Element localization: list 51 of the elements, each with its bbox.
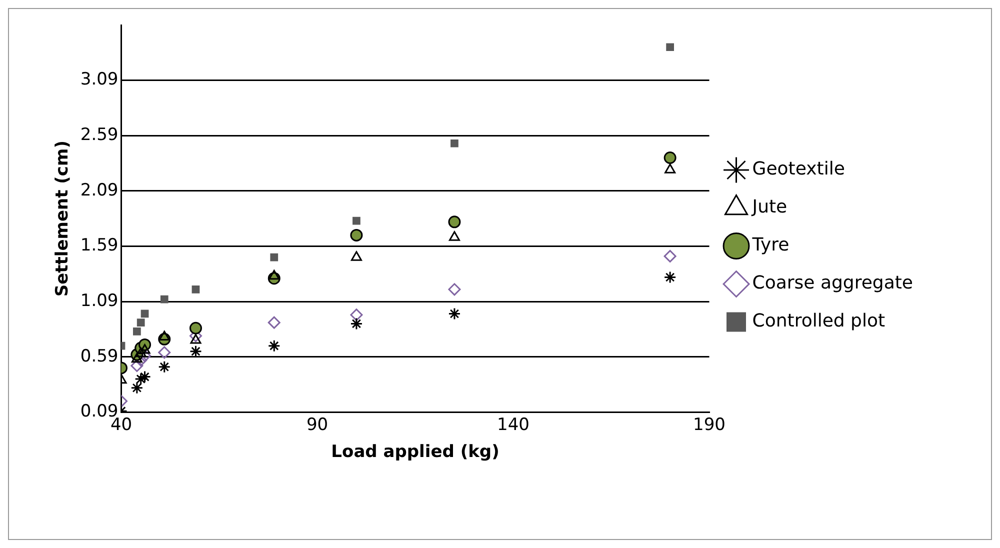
point: [350, 317, 363, 330]
point: [268, 340, 280, 352]
point: [190, 334, 202, 344]
legend-label: Controlled plot: [752, 310, 886, 332]
point: [136, 318, 145, 327]
point: [131, 352, 142, 363]
y-tick-label: 2.09: [80, 180, 118, 200]
point: [448, 231, 460, 241]
point: [350, 308, 363, 322]
point: [134, 372, 148, 386]
legend-label: Tyre: [751, 234, 790, 256]
legend-label: Coarse aggregate: [752, 272, 913, 294]
y-tick-label: 1.59: [80, 236, 118, 256]
legend-label: Jute: [751, 196, 788, 218]
point: [450, 139, 458, 148]
point: [448, 216, 461, 228]
x-tick-label: 190: [693, 414, 726, 435]
point: [130, 382, 144, 394]
x-tick-label: 140: [497, 414, 530, 435]
point: [664, 152, 676, 164]
point: [158, 346, 171, 359]
x-tick-label: 90: [306, 414, 328, 435]
y-tick-label: 3.09: [80, 70, 118, 90]
legend-label: Geotextile: [752, 158, 845, 180]
point: [192, 285, 200, 294]
y-axis-title: Settlement (cm): [52, 140, 73, 297]
point: [139, 344, 150, 354]
point: [158, 330, 170, 340]
y-tick-label: 0.59: [80, 346, 118, 366]
point: [350, 251, 362, 261]
point: [268, 316, 280, 329]
point: [664, 250, 676, 262]
point: [664, 270, 676, 284]
x-axis-title: Load applied (kg): [331, 442, 500, 462]
point: [448, 307, 461, 320]
y-tick-label: 1.09: [80, 290, 118, 311]
point: [350, 228, 363, 242]
point: [160, 295, 168, 304]
point: [189, 322, 202, 334]
point: [352, 216, 360, 225]
y-tick-label: 2.59: [80, 125, 118, 146]
point: [140, 310, 149, 318]
point: [448, 283, 461, 296]
point: [268, 270, 280, 280]
point: [138, 370, 152, 384]
point: [270, 253, 278, 262]
point: [666, 43, 674, 52]
point: [158, 360, 171, 374]
point: [664, 164, 676, 174]
point: [135, 347, 146, 358]
point: [133, 328, 141, 336]
